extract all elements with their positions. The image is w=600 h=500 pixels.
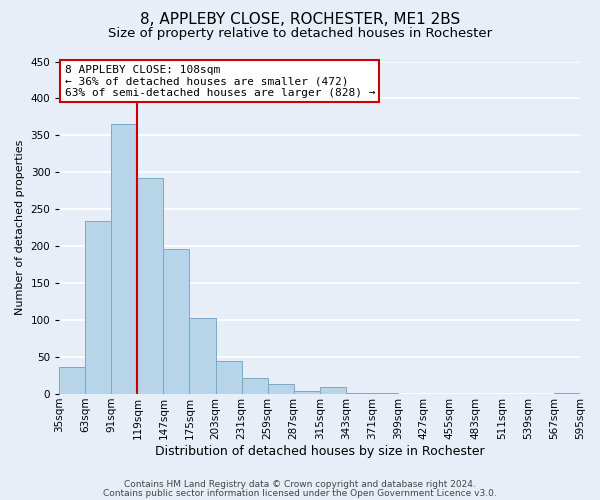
Bar xyxy=(137,178,163,394)
Y-axis label: Number of detached properties: Number of detached properties xyxy=(15,140,25,316)
Text: 8, APPLEBY CLOSE, ROCHESTER, ME1 2BS: 8, APPLEBY CLOSE, ROCHESTER, ME1 2BS xyxy=(140,12,460,28)
Bar xyxy=(242,378,268,394)
Bar xyxy=(268,384,293,394)
Text: Contains HM Land Registry data © Crown copyright and database right 2024.: Contains HM Land Registry data © Crown c… xyxy=(124,480,476,489)
Bar xyxy=(293,391,320,394)
Bar xyxy=(85,221,112,394)
Bar xyxy=(59,368,85,394)
Bar xyxy=(320,386,346,394)
Bar xyxy=(163,249,190,394)
Bar xyxy=(190,318,215,394)
Bar xyxy=(215,361,242,394)
Text: 8 APPLEBY CLOSE: 108sqm
← 36% of detached houses are smaller (472)
63% of semi-d: 8 APPLEBY CLOSE: 108sqm ← 36% of detache… xyxy=(65,65,375,98)
Text: Contains public sector information licensed under the Open Government Licence v3: Contains public sector information licen… xyxy=(103,488,497,498)
X-axis label: Distribution of detached houses by size in Rochester: Distribution of detached houses by size … xyxy=(155,444,484,458)
Bar xyxy=(112,124,137,394)
Text: Size of property relative to detached houses in Rochester: Size of property relative to detached ho… xyxy=(108,28,492,40)
